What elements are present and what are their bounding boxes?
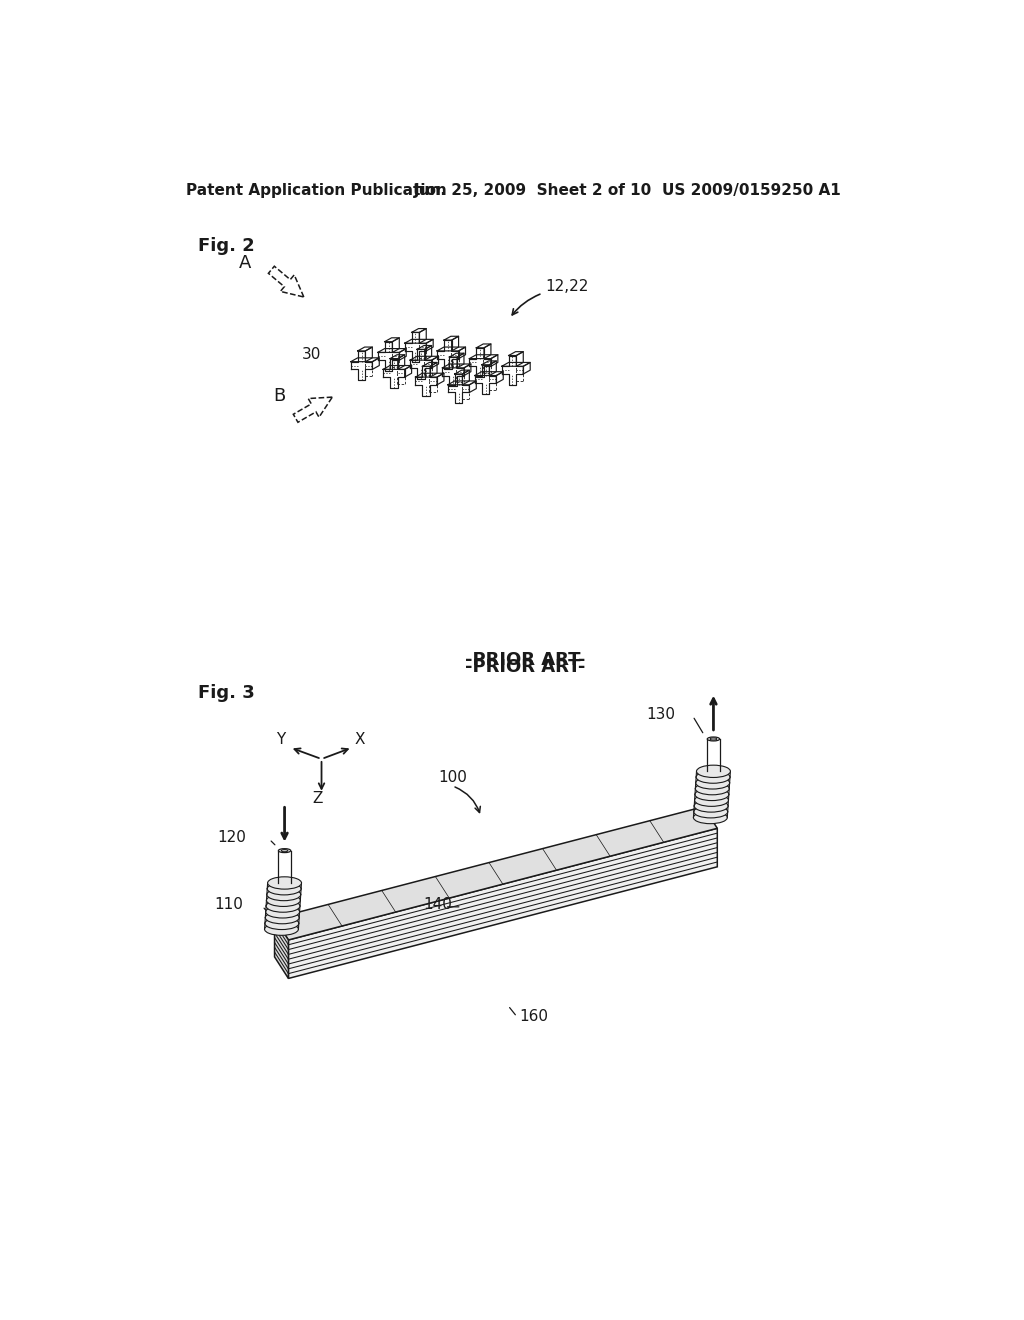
Ellipse shape <box>265 917 299 929</box>
Ellipse shape <box>694 800 728 812</box>
Ellipse shape <box>695 783 729 795</box>
Text: Patent Application Publication: Patent Application Publication <box>186 183 446 198</box>
Ellipse shape <box>267 876 301 890</box>
Text: US 2009/0159250 A1: US 2009/0159250 A1 <box>662 183 841 198</box>
Polygon shape <box>274 807 717 940</box>
Text: -PRIOR ART-: -PRIOR ART- <box>465 657 585 676</box>
Ellipse shape <box>282 850 288 851</box>
Ellipse shape <box>265 906 300 917</box>
Polygon shape <box>274 919 289 978</box>
Ellipse shape <box>267 888 301 900</box>
Text: 140: 140 <box>423 898 452 912</box>
Ellipse shape <box>693 812 727 824</box>
Text: 110: 110 <box>214 898 244 912</box>
Ellipse shape <box>694 795 728 807</box>
Text: Z: Z <box>312 791 323 807</box>
Text: 120: 120 <box>217 830 247 845</box>
Text: A: A <box>239 253 251 272</box>
Text: Fig. 3: Fig. 3 <box>199 684 255 701</box>
Polygon shape <box>289 829 717 978</box>
Text: X: X <box>354 733 366 747</box>
Ellipse shape <box>696 766 730 777</box>
Ellipse shape <box>266 900 300 912</box>
Text: 130: 130 <box>646 708 676 722</box>
Text: 100: 100 <box>438 770 467 785</box>
Ellipse shape <box>696 771 730 783</box>
Ellipse shape <box>694 805 728 818</box>
Text: Fig. 2: Fig. 2 <box>199 238 255 255</box>
Ellipse shape <box>708 737 720 741</box>
Ellipse shape <box>279 849 291 853</box>
Text: B: B <box>273 387 286 405</box>
Text: Jun. 25, 2009  Sheet 2 of 10: Jun. 25, 2009 Sheet 2 of 10 <box>414 183 652 198</box>
Ellipse shape <box>710 738 717 741</box>
Ellipse shape <box>265 911 299 924</box>
Text: -PRIOR ART-: -PRIOR ART- <box>465 652 585 669</box>
Ellipse shape <box>266 894 300 907</box>
Ellipse shape <box>695 788 729 800</box>
Text: Y: Y <box>276 733 286 747</box>
Ellipse shape <box>264 923 298 936</box>
Text: 160: 160 <box>519 1008 549 1024</box>
Ellipse shape <box>267 883 301 895</box>
Text: 30: 30 <box>301 347 321 362</box>
Ellipse shape <box>695 776 730 789</box>
Text: 12,22: 12,22 <box>545 279 588 294</box>
